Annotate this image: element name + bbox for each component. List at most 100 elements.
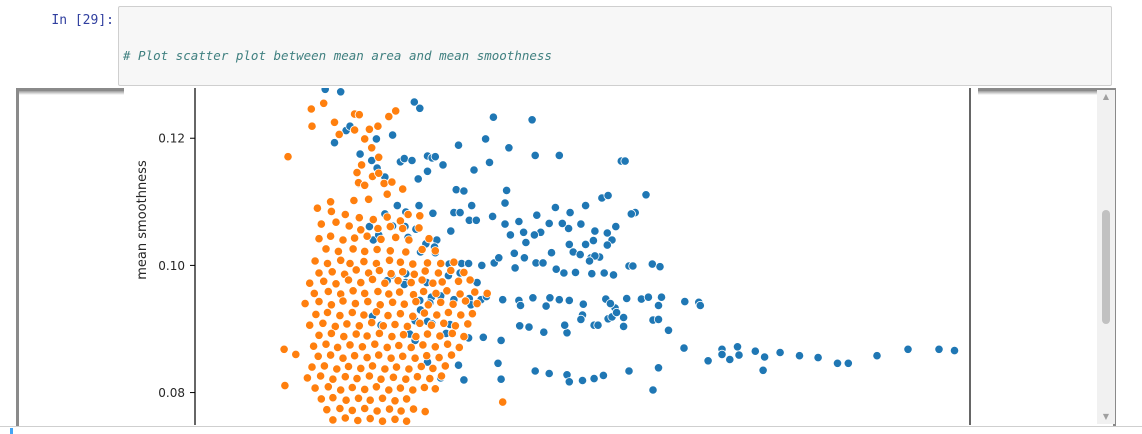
scatter-point-target-1	[386, 269, 396, 279]
scatter-point-target-1	[338, 353, 348, 363]
scatter-point-target-1	[428, 363, 438, 373]
scatter-point-target-0	[524, 322, 534, 332]
scatter-point-target-1	[310, 256, 320, 266]
scatter-point-target-0	[562, 328, 572, 338]
scatter-point-target-1	[390, 396, 400, 406]
scatter-point-target-1	[314, 268, 324, 278]
scatter-point-target-0	[471, 215, 481, 225]
scatter-point-target-1	[328, 374, 338, 384]
scatter-point-target-1	[417, 244, 427, 255]
scatter-point-target-1	[395, 216, 405, 226]
scatter-point-target-1	[326, 206, 336, 217]
scatter-point-target-0	[496, 374, 506, 384]
scatter-point-target-1	[374, 265, 384, 276]
scatter-point-target-1	[350, 351, 360, 361]
scatter-point-target-0	[498, 295, 508, 305]
scatter-point-target-1	[472, 299, 482, 309]
scatter-point-target-1	[360, 384, 370, 394]
scatter-point-target-1	[396, 406, 406, 416]
scatter-point-target-1	[356, 278, 366, 288]
scatter-point-target-0	[355, 149, 365, 159]
scatter-point-target-1	[334, 129, 344, 140]
scatter-point-target-1	[463, 319, 473, 329]
scatter-point-target-1	[348, 244, 358, 254]
scatter-point-target-1	[354, 321, 364, 331]
code-cell-input[interactable]: # Plot scatter plot between mean area an…	[118, 6, 1112, 165]
scatter-point-target-1	[347, 405, 357, 415]
scatter-point-target-0	[544, 218, 554, 228]
scatter-point-target-1	[376, 374, 386, 384]
scatter-point-target-0	[500, 219, 510, 229]
scatter-point-target-0	[653, 314, 664, 324]
scatter-point-target-1	[391, 232, 401, 242]
scatter-point-target-1	[340, 209, 350, 220]
scatter-point-target-1	[314, 297, 324, 307]
scatter-point-target-0	[438, 160, 448, 170]
scatter-point-target-1	[356, 225, 366, 235]
scatter-point-target-0	[530, 150, 540, 161]
cell-prompt: In [29]:	[51, 13, 114, 28]
scatter-point-target-1	[300, 299, 310, 309]
scatter-point-target-1	[280, 380, 290, 391]
scatter-point-target-1	[372, 406, 382, 416]
scatter-point-target-1	[326, 231, 336, 241]
scatter-point-target-1	[401, 394, 412, 404]
scatter-point-target-1	[449, 257, 459, 267]
scatter-point-target-1	[360, 180, 370, 190]
scatter-point-target-1	[440, 361, 450, 371]
scatter-point-target-0	[732, 342, 743, 352]
scatter-point-target-1	[316, 394, 326, 404]
scatter-point-target-0	[759, 352, 770, 362]
scatter-point-target-1	[350, 233, 360, 243]
scatter-point-target-1	[430, 384, 440, 394]
scatter-point-target-1	[401, 374, 411, 384]
scatter-point-target-1	[430, 246, 440, 256]
scatter-point-target-1	[398, 223, 408, 234]
scatter-point-target-1	[331, 279, 341, 289]
scatter-point-target-0	[643, 292, 654, 302]
scatter-point-target-1	[305, 320, 315, 330]
scatter-point-target-1	[314, 234, 324, 244]
scatter-point-target-1	[399, 299, 409, 309]
scatter-point-target-0	[949, 345, 960, 356]
scatter-point-target-0	[622, 293, 632, 304]
scatter-point-target-1	[418, 340, 428, 350]
scatter-point-target-1	[354, 110, 364, 120]
y-tick-label: 0.10	[158, 259, 185, 273]
scatter-point-target-1	[395, 383, 405, 393]
scatter-point-target-1	[364, 124, 374, 134]
scatter-point-target-0	[532, 210, 542, 220]
scatter-point-target-0	[371, 134, 381, 144]
scatter-point-target-1	[446, 350, 457, 360]
scatter-point-target-0	[580, 201, 591, 211]
scatter-point-target-0	[641, 190, 651, 200]
scatter-point-target-0	[509, 248, 519, 258]
scatter-point-target-1	[467, 309, 477, 319]
scatter-point-target-1	[339, 332, 349, 342]
scatter-point-target-0	[430, 152, 440, 162]
scatter-point-target-1	[319, 98, 329, 108]
scatter-point-target-1	[376, 234, 386, 244]
scatter-point-target-1	[359, 257, 369, 267]
scatter-point-target-1	[349, 195, 359, 206]
scatter-point-target-0	[655, 262, 665, 272]
output-scrollbar[interactable]: ▲ ▼	[1097, 90, 1115, 424]
scatter-point-target-1	[356, 363, 366, 373]
scatter-point-target-0	[463, 258, 474, 269]
scatter-point-target-0	[624, 366, 634, 376]
triangle-down-icon[interactable]: ▼	[1102, 412, 1110, 421]
scatter-point-target-1	[340, 413, 350, 423]
scatter-point-target-0	[399, 154, 409, 164]
scatter-point-target-0	[563, 223, 574, 234]
scatter-point-target-0	[551, 264, 561, 274]
triangle-up-icon[interactable]: ▲	[1102, 92, 1110, 101]
scrollbar-thumb[interactable]	[1102, 210, 1110, 324]
scatter-point-target-1	[309, 341, 319, 351]
scatter-point-target-1	[360, 134, 370, 144]
scatter-point-target-1	[422, 329, 433, 339]
scatter-point-target-1	[439, 318, 449, 328]
scatter-point-target-0	[527, 115, 537, 125]
scatter-point-target-1	[395, 309, 405, 319]
scatter-point-target-0	[564, 239, 574, 249]
scatter-point-target-0	[872, 351, 882, 361]
